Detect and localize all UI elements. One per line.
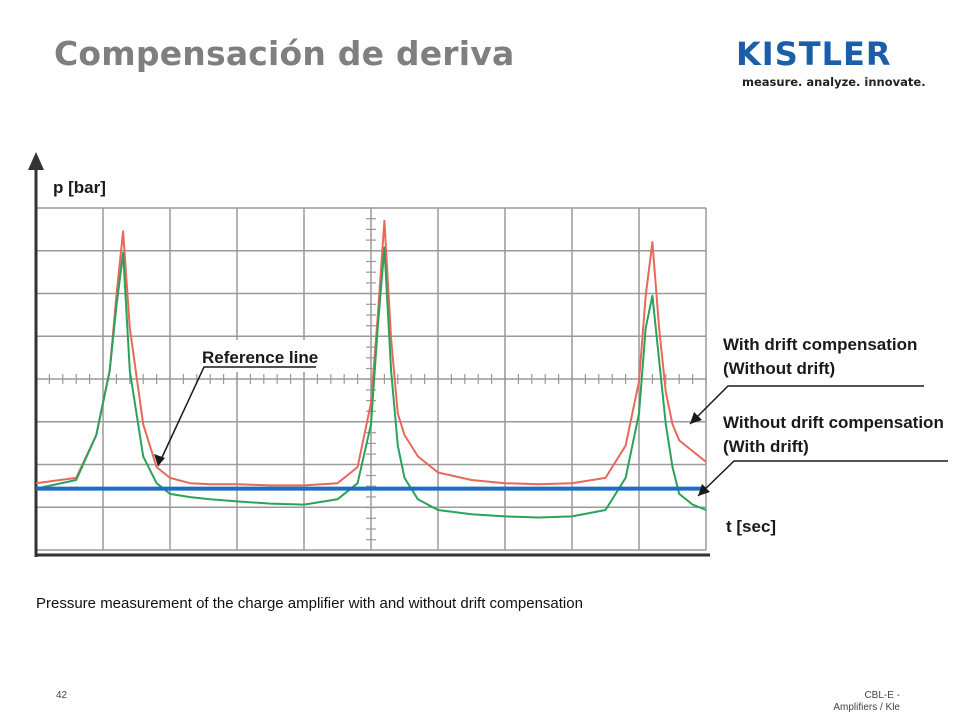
reference-line-label: Reference line — [202, 348, 318, 367]
annotation-green-line2: (With drift) — [723, 437, 809, 456]
pressure-chart: p [bar] t [sec] Reference line With drif… — [26, 140, 960, 570]
annotation-red-arrow — [690, 412, 702, 424]
chart-axes — [28, 152, 710, 557]
chart-background — [26, 140, 960, 570]
reference-pointer-arrow — [154, 454, 165, 466]
x-axis-label: t [sec] — [726, 517, 776, 536]
reference-line-annotation: Reference line — [154, 340, 322, 467]
annotation-without-drift-comp: Without drift compensation (With drift) — [697, 413, 948, 497]
series-line-red — [35, 219, 707, 487]
y-axis-label: p [bar] — [53, 178, 106, 197]
logo-tagline: measure. analyze. innovate. — [742, 75, 926, 89]
kistler-logo: KISTLER measure. analyze. innovate. — [736, 35, 926, 96]
reference-pointer — [157, 366, 316, 467]
logo-wordmark: KISTLER — [736, 35, 892, 73]
series-line-green — [35, 246, 707, 519]
figure-caption: Pressure measurement of the charge ampli… — [36, 595, 583, 612]
y-axis-arrow — [28, 152, 44, 170]
annotation-green-line1: Without drift compensation — [723, 413, 944, 432]
annotation-red-pointer — [689, 385, 924, 425]
annotation-red-line1: With drift compensation — [723, 335, 917, 354]
annotation-green-pointer — [697, 460, 948, 497]
slide-title: Compensación de deriva — [54, 34, 515, 73]
footer-reference: CBL-E - Amplifiers / Kle — [833, 690, 900, 713]
annotation-green-arrow — [698, 484, 710, 496]
annotation-red-line2: (Without drift) — [723, 359, 835, 378]
chart-svg: p [bar] t [sec] Reference line With drif… — [26, 140, 960, 570]
page-number: 42 — [56, 690, 68, 701]
chart-center-ticks — [35, 207, 707, 541]
series-layer — [35, 219, 707, 519]
annotation-with-drift-comp: With drift compensation (Without drift) — [689, 335, 924, 425]
